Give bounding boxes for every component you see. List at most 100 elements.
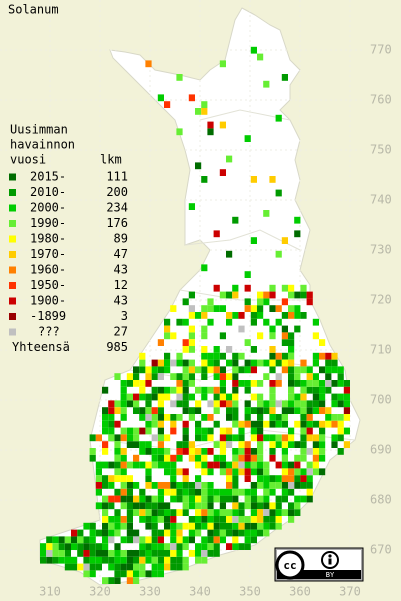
record-square <box>151 420 158 428</box>
record-square <box>331 366 338 374</box>
legend-label: ??? <box>38 325 60 339</box>
legend-count-header: lkm <box>100 153 122 167</box>
record-square <box>195 312 202 319</box>
record-square <box>95 563 102 571</box>
record-square <box>213 488 220 496</box>
record-square <box>102 516 109 523</box>
record-square <box>151 502 158 510</box>
record-square <box>232 284 239 292</box>
record-square <box>226 373 233 380</box>
record-square <box>257 380 264 387</box>
record-square <box>269 393 276 401</box>
record-square <box>164 522 171 530</box>
record-square <box>257 454 264 462</box>
record-square <box>157 441 164 448</box>
record-square <box>281 359 288 367</box>
record-square <box>269 380 276 387</box>
record-square <box>89 550 96 557</box>
record-square <box>294 366 301 374</box>
record-square <box>188 380 195 387</box>
record-square <box>95 461 102 469</box>
record-square <box>331 400 338 408</box>
record-square <box>257 312 264 319</box>
record-square <box>120 427 127 435</box>
record-square <box>226 155 233 163</box>
record-square <box>157 400 164 408</box>
record-square <box>263 210 270 217</box>
record-square <box>139 543 146 550</box>
record-square <box>176 454 183 462</box>
record-square <box>226 393 233 401</box>
record-square <box>151 393 158 401</box>
record-square <box>288 284 295 292</box>
record-square <box>300 448 307 455</box>
record-square <box>126 380 133 387</box>
record-square <box>312 318 319 326</box>
record-square <box>133 441 140 448</box>
record-square <box>176 556 183 564</box>
record-square <box>269 352 276 360</box>
record-square <box>133 393 140 401</box>
record-square <box>114 448 121 455</box>
record-square <box>102 420 109 428</box>
record-square <box>133 570 140 578</box>
record-square <box>281 284 288 292</box>
record-square <box>288 339 295 346</box>
record-square <box>176 74 183 81</box>
record-square <box>164 509 171 516</box>
record-square <box>281 448 288 455</box>
record-square <box>226 414 233 421</box>
record-square <box>269 366 276 374</box>
record-square <box>294 380 301 387</box>
record-square <box>250 529 257 537</box>
record-square <box>195 556 202 564</box>
record-square <box>257 427 264 435</box>
record-square <box>108 427 115 435</box>
record-square <box>281 441 288 448</box>
record-square <box>226 475 233 482</box>
record-square <box>139 536 146 544</box>
record-square <box>176 359 183 367</box>
record-square <box>300 495 307 503</box>
record-square <box>312 448 319 455</box>
record-square <box>164 529 171 537</box>
record-square <box>238 420 245 428</box>
record-square <box>133 502 140 510</box>
record-square <box>182 543 189 550</box>
record-square <box>102 529 109 537</box>
record-square <box>331 441 338 448</box>
record-square <box>108 556 115 564</box>
record-square <box>275 434 282 442</box>
record-square <box>95 434 102 442</box>
record-square <box>188 529 195 537</box>
record-square <box>269 414 276 421</box>
record-square <box>108 529 115 537</box>
record-square <box>108 550 115 557</box>
record-square <box>151 386 158 394</box>
record-square <box>232 516 239 523</box>
record-square <box>139 502 146 510</box>
record-square <box>201 108 208 115</box>
record-square <box>164 332 171 340</box>
record-square <box>139 366 146 374</box>
record-square <box>176 543 183 550</box>
record-square <box>170 516 177 523</box>
record-square <box>71 536 78 544</box>
record-square <box>294 400 301 408</box>
record-square <box>219 380 226 387</box>
record-square <box>195 495 202 503</box>
record-square <box>201 509 208 516</box>
record-square <box>275 509 282 516</box>
legend-swatch <box>9 189 16 196</box>
x-tick-label: 330 <box>139 585 161 599</box>
record-square <box>207 298 214 306</box>
record-square <box>126 495 133 503</box>
record-square <box>312 461 319 469</box>
record-square <box>219 427 226 435</box>
record-square <box>288 468 295 476</box>
record-square <box>250 46 257 54</box>
record-square <box>275 495 282 503</box>
record-square <box>213 400 220 408</box>
record-square <box>71 556 78 564</box>
legend-swatch <box>9 328 16 336</box>
